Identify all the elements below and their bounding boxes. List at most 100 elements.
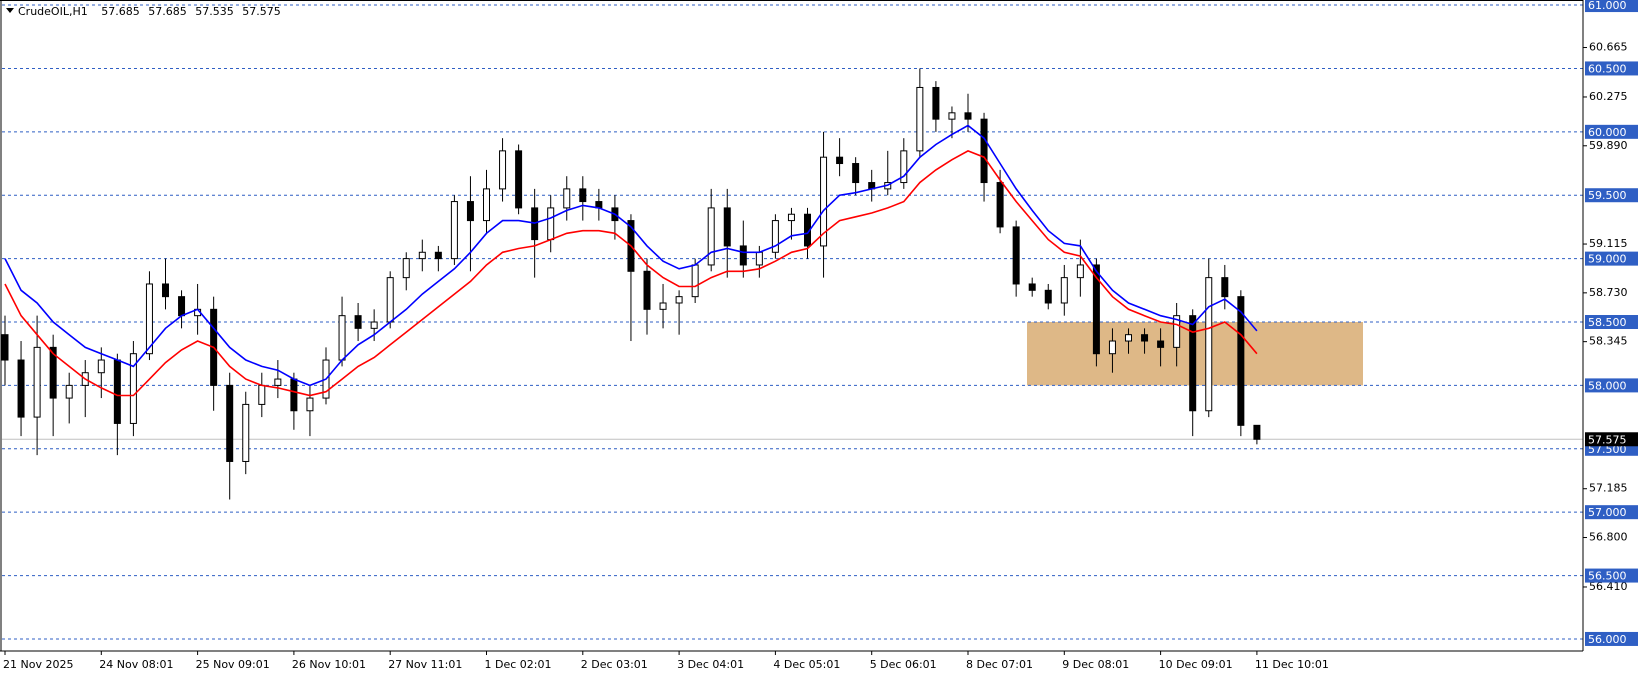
- candle-body: [563, 188, 571, 209]
- candle-body: [836, 156, 844, 165]
- candle-body: [65, 384, 73, 399]
- level-label-box: [1585, 61, 1638, 76]
- candle-body: [274, 378, 282, 386]
- candle-body: [306, 397, 314, 412]
- candle-body: [178, 296, 186, 317]
- level-label: 58.500: [1588, 316, 1627, 329]
- x-tick-label: 10 Dec 09:01: [1159, 658, 1233, 671]
- x-tick-label: 2 Dec 03:01: [581, 658, 648, 671]
- candle-body: [691, 264, 699, 298]
- candle-body: [33, 346, 41, 418]
- level-label-box: [1585, 251, 1638, 266]
- moving-average: [4, 124, 1258, 387]
- level-label-box: [1585, 124, 1638, 139]
- chart-header: CrudeOIL,H1 57.685 57.685 57.535 57.575: [18, 5, 281, 18]
- candle-body: [418, 251, 426, 260]
- level-label: 56.000: [1588, 633, 1627, 646]
- x-tick-label: 3 Dec 04:01: [677, 658, 744, 671]
- y-tick-label: 60.275: [1589, 90, 1628, 103]
- candle-body: [402, 258, 410, 279]
- candle-body: [1125, 334, 1132, 342]
- candle-body: [707, 207, 715, 266]
- candle-body: [162, 283, 169, 298]
- candle-body: [145, 283, 153, 355]
- candle-body: [1237, 296, 1245, 426]
- candle-body: [338, 315, 346, 361]
- candle-body: [675, 296, 683, 304]
- candle-body: [258, 384, 266, 405]
- x-tick-label: 8 Dec 07:01: [966, 658, 1033, 671]
- candle-body: [723, 207, 731, 247]
- level-label: 57.000: [1588, 506, 1627, 519]
- candle-body: [1157, 340, 1165, 348]
- candle-body: [1221, 277, 1229, 298]
- candle-body: [1141, 334, 1149, 342]
- candle-body: [1189, 315, 1197, 412]
- candle-body: [97, 359, 105, 374]
- candle-body: [820, 156, 828, 247]
- candle-body: [1028, 283, 1036, 291]
- level-label-box: [1585, 631, 1638, 646]
- level-label-box: [1585, 188, 1638, 203]
- y-tick-label: 60.665: [1589, 41, 1628, 54]
- y-tick-label: 59.115: [1589, 237, 1628, 250]
- level-label: 56.500: [1588, 570, 1627, 583]
- candle-body: [980, 118, 988, 184]
- level-label-box: [1585, 568, 1638, 583]
- candle-body: [547, 207, 555, 241]
- y-tick-label: 56.410: [1589, 580, 1628, 593]
- candle-body: [1044, 289, 1052, 304]
- candle-body: [290, 378, 298, 412]
- y-tick-label: 58.730: [1589, 286, 1628, 299]
- candle-body: [996, 182, 1004, 228]
- candle-body: [964, 112, 972, 120]
- level-label: 60.000: [1588, 126, 1627, 139]
- candle-body: [1173, 315, 1181, 348]
- candle-body: [900, 150, 908, 184]
- level-label: 59.500: [1588, 189, 1627, 202]
- candle-body: [659, 302, 667, 310]
- level-label: 59.000: [1588, 253, 1627, 266]
- x-tick-label: 27 Nov 11:01: [388, 658, 462, 671]
- candle-body: [242, 403, 250, 462]
- candle-body: [932, 86, 940, 120]
- candle-body: [354, 315, 362, 329]
- open-value: 57.685: [101, 5, 140, 18]
- menu-arrow[interactable]: [6, 8, 14, 13]
- candle-body: [916, 86, 924, 152]
- candle-body: [787, 213, 795, 222]
- x-tick-label: 11 Dec 10:01: [1255, 658, 1329, 671]
- moving-average: [4, 150, 1258, 397]
- low-value: 57.535: [195, 5, 234, 18]
- candle-body: [434, 251, 442, 260]
- x-tick-label: 5 Dec 06:01: [870, 658, 937, 671]
- x-tick-label: 9 Dec 08:01: [1062, 658, 1129, 671]
- candle-body: [386, 277, 394, 323]
- x-tick-label: 25 Nov 09:01: [196, 658, 270, 671]
- candle-body: [49, 346, 57, 399]
- high-value: 57.685: [148, 5, 187, 18]
- y-tick-label: 58.345: [1589, 335, 1628, 348]
- x-tick-label: 1 Dec 02:01: [485, 658, 552, 671]
- y-tick-label: 57.185: [1589, 482, 1628, 495]
- candle-body: [129, 353, 137, 424]
- chart-title: CrudeOIL,H1: [18, 5, 88, 18]
- level-label-box: [1585, 0, 1638, 13]
- candle-body: [1205, 277, 1213, 412]
- candle-body: [1076, 264, 1084, 279]
- current-price-label: 57.575: [1588, 433, 1627, 446]
- candle-body: [948, 112, 956, 120]
- candle-body: [17, 359, 25, 418]
- level-label-box: [1585, 505, 1638, 520]
- candle-body: [1012, 226, 1020, 285]
- candle-body: [1253, 424, 1261, 440]
- candle-body: [755, 251, 763, 266]
- close-value: 57.575: [242, 5, 281, 18]
- candle-body: [466, 201, 474, 222]
- x-tick-label: 4 Dec 05:01: [773, 658, 840, 671]
- level-label: 61.000: [1588, 0, 1627, 12]
- candle-body: [226, 384, 234, 462]
